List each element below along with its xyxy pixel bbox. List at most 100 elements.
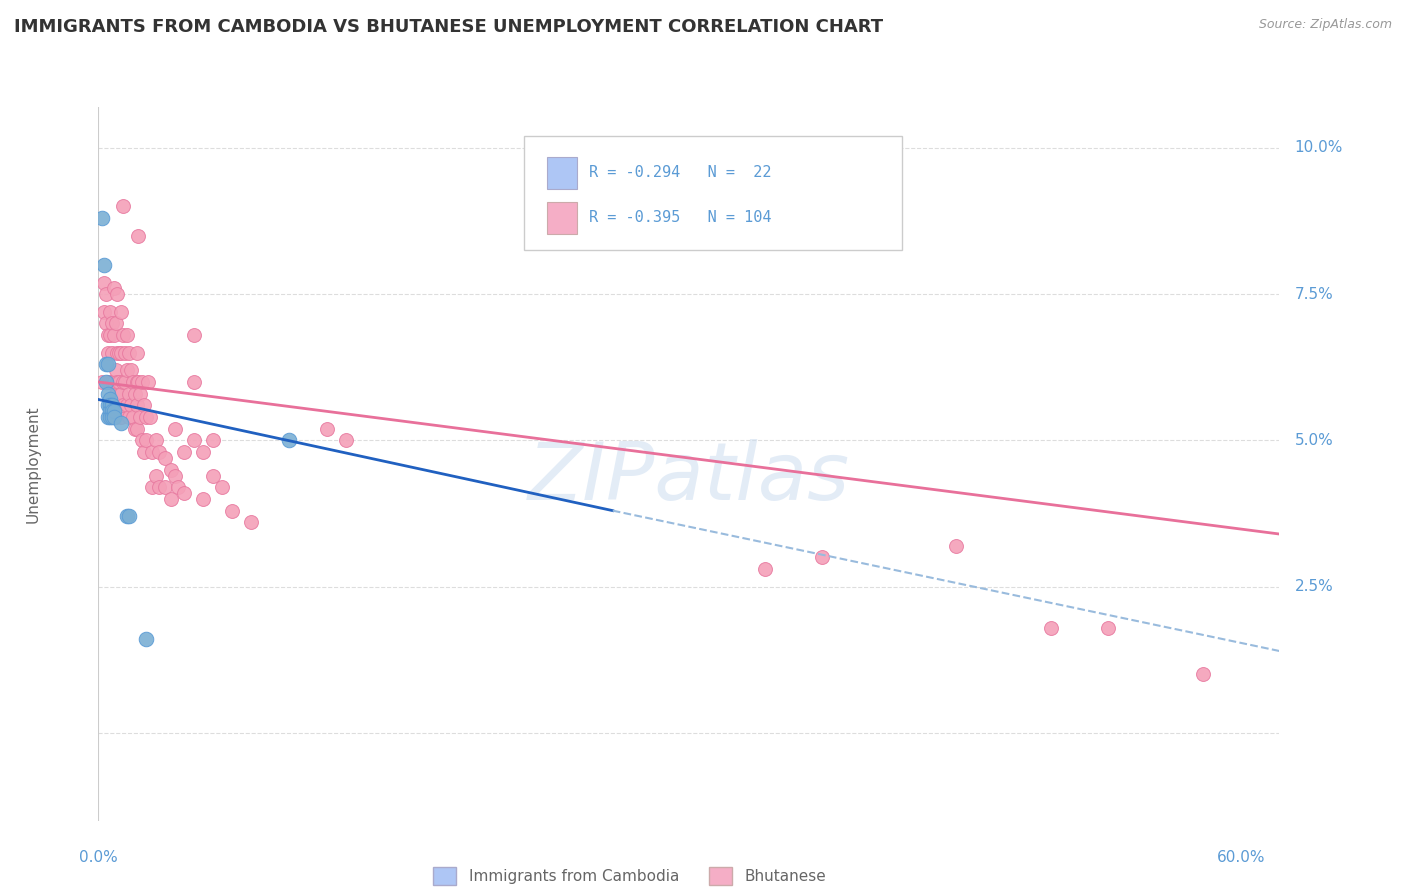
- Text: Unemployment: Unemployment: [25, 405, 41, 523]
- Point: [173, 445, 195, 459]
- Point: [108, 345, 131, 359]
- Point: [945, 539, 967, 553]
- Point: [94, 358, 117, 372]
- Point: [104, 410, 127, 425]
- Point: [112, 199, 135, 213]
- Point: [167, 480, 190, 494]
- Point: [201, 434, 224, 448]
- Point: [145, 434, 167, 448]
- Point: [193, 491, 215, 506]
- Point: [110, 410, 132, 425]
- Point: [103, 398, 125, 412]
- Point: [316, 422, 339, 436]
- Point: [103, 281, 125, 295]
- Point: [139, 410, 162, 425]
- Point: [201, 468, 224, 483]
- Point: [221, 503, 243, 517]
- Point: [108, 398, 131, 412]
- Point: [104, 386, 127, 401]
- Point: [141, 480, 163, 494]
- Point: [103, 404, 125, 418]
- Point: [98, 375, 121, 389]
- Text: ZIPatlas: ZIPatlas: [527, 439, 851, 517]
- Point: [153, 450, 176, 465]
- Point: [145, 468, 167, 483]
- Point: [110, 305, 132, 319]
- Point: [91, 211, 114, 226]
- Point: [125, 422, 148, 436]
- Point: [134, 445, 156, 459]
- Text: R = -0.395   N = 104: R = -0.395 N = 104: [589, 211, 770, 225]
- Point: [97, 345, 120, 359]
- Point: [100, 404, 122, 418]
- Point: [1097, 621, 1119, 635]
- Point: [100, 410, 122, 425]
- Point: [100, 410, 122, 425]
- Point: [97, 375, 120, 389]
- Text: 60.0%: 60.0%: [1218, 850, 1265, 865]
- Point: [335, 434, 357, 448]
- Point: [135, 410, 157, 425]
- Point: [93, 258, 115, 272]
- Point: [97, 410, 120, 425]
- Point: [112, 398, 135, 412]
- Point: [103, 328, 125, 343]
- Point: [125, 375, 148, 389]
- Point: [121, 410, 143, 425]
- Point: [125, 398, 148, 412]
- FancyBboxPatch shape: [523, 136, 901, 250]
- Point: [135, 632, 157, 647]
- Point: [97, 358, 120, 372]
- Point: [107, 345, 129, 359]
- Point: [110, 345, 132, 359]
- Point: [115, 328, 138, 343]
- Point: [121, 375, 143, 389]
- Point: [173, 486, 195, 500]
- Point: [107, 287, 129, 301]
- Point: [239, 516, 262, 530]
- Point: [141, 445, 163, 459]
- Point: [98, 328, 121, 343]
- Point: [131, 434, 153, 448]
- Point: [112, 328, 135, 343]
- Point: [124, 386, 146, 401]
- Point: [108, 375, 131, 389]
- Text: 0.0%: 0.0%: [79, 850, 118, 865]
- Point: [100, 398, 122, 412]
- Text: IMMIGRANTS FROM CAMBODIA VS BHUTANESE UNEMPLOYMENT CORRELATION CHART: IMMIGRANTS FROM CAMBODIA VS BHUTANESE UN…: [14, 18, 883, 36]
- Point: [127, 375, 149, 389]
- Point: [153, 480, 176, 494]
- Point: [127, 228, 149, 243]
- Point: [97, 398, 120, 412]
- Point: [159, 463, 181, 477]
- Point: [104, 363, 127, 377]
- Text: R = -0.294   N =  22: R = -0.294 N = 22: [589, 165, 770, 180]
- Point: [114, 375, 136, 389]
- Point: [97, 328, 120, 343]
- Point: [97, 386, 120, 401]
- Point: [100, 345, 122, 359]
- Point: [93, 305, 115, 319]
- Point: [211, 480, 233, 494]
- Point: [94, 317, 117, 331]
- Point: [107, 375, 129, 389]
- Point: [183, 434, 205, 448]
- Point: [118, 345, 141, 359]
- Point: [118, 410, 141, 425]
- Point: [131, 375, 153, 389]
- Point: [183, 328, 205, 343]
- Point: [129, 386, 152, 401]
- Point: [183, 375, 205, 389]
- Point: [103, 375, 125, 389]
- Point: [110, 386, 132, 401]
- Point: [110, 416, 132, 430]
- Point: [120, 398, 142, 412]
- Point: [124, 422, 146, 436]
- Point: [118, 509, 141, 524]
- Point: [136, 375, 159, 389]
- Text: Source: ZipAtlas.com: Source: ZipAtlas.com: [1258, 18, 1392, 31]
- Point: [120, 363, 142, 377]
- Point: [94, 375, 117, 389]
- Text: 7.5%: 7.5%: [1295, 286, 1333, 301]
- Point: [93, 276, 115, 290]
